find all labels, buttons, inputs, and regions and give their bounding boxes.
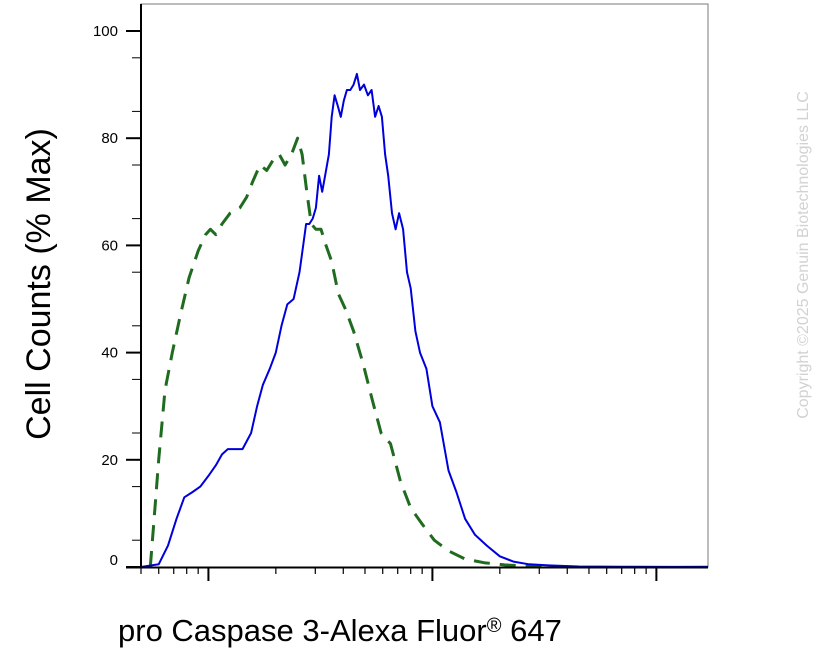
y-tick-label: 40 — [101, 345, 118, 362]
series-line-solid-blue — [140, 72, 709, 568]
y-axis-label: Cell Counts (% Max) — [20, 128, 58, 440]
y-major-ticks: 0 20 40 60 80 100 — [93, 23, 141, 569]
x-axis-label-registered-mark: ® — [487, 615, 502, 637]
x-axis-label-main: pro Caspase 3-Alexa Fluor — [118, 613, 487, 648]
y-tick-label: 80 — [101, 130, 118, 147]
x-axis-label-tail: 647 — [501, 613, 561, 648]
y-tick-label: 20 — [101, 452, 118, 469]
series-line-dashed-green — [148, 136, 549, 569]
y-tick-label: 0 — [110, 552, 118, 569]
y-tick-label: 60 — [101, 237, 118, 254]
copyright-notice: Copyright ©2025 Genuin Biotechnologies L… — [795, 91, 812, 419]
y-minor-ticks — [132, 57, 141, 541]
x-axis-label: pro Caspase 3-Alexa Fluor® 647 — [118, 613, 562, 648]
series-layer — [140, 72, 709, 569]
y-tick-label: 100 — [93, 23, 118, 40]
